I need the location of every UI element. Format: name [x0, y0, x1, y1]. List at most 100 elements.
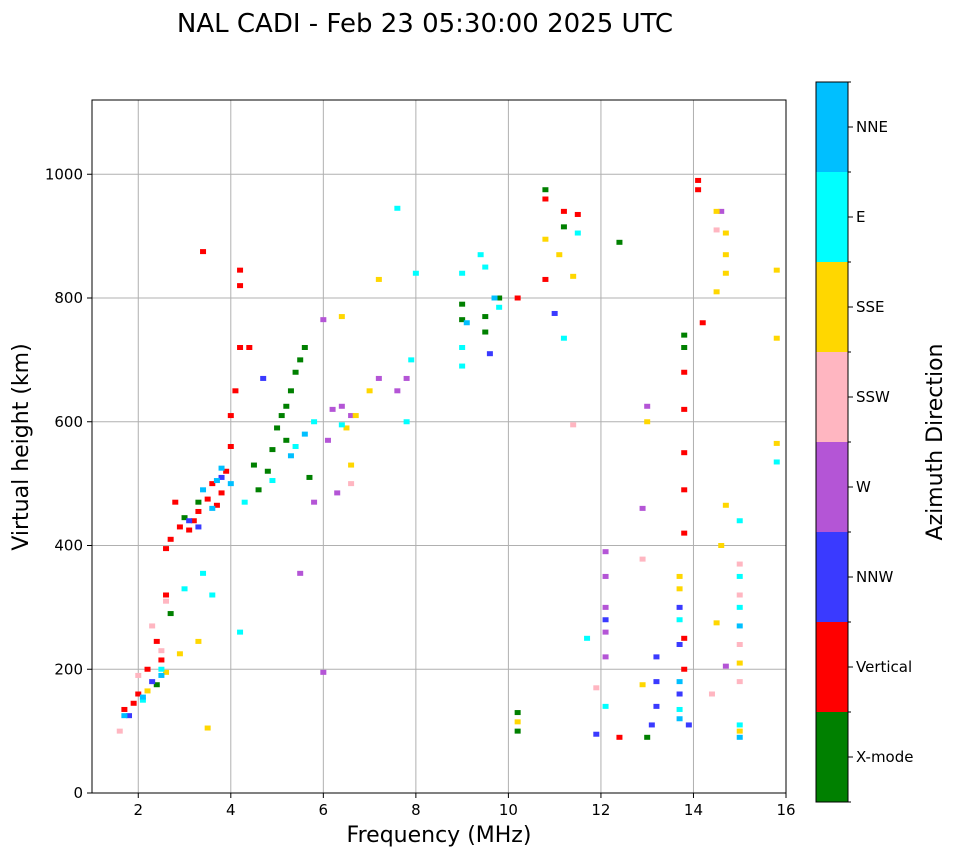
data-point [297, 357, 304, 363]
data-point [403, 375, 410, 381]
data-point [348, 413, 355, 419]
data-point [570, 422, 577, 428]
data-point [200, 570, 207, 576]
data-point [163, 598, 170, 604]
data-point [718, 543, 725, 548]
data-point [482, 314, 489, 320]
data-point [681, 345, 688, 350]
data-point [644, 403, 651, 409]
data-point [593, 685, 600, 691]
data-point [482, 264, 489, 270]
data-point [560, 335, 567, 341]
data-point [204, 725, 211, 731]
data-point [320, 317, 327, 323]
data-point [223, 468, 230, 474]
x-tick-label: 12 [591, 801, 610, 819]
data-point [195, 524, 202, 530]
data-point [736, 642, 743, 647]
data-point [213, 502, 220, 508]
data-point [699, 320, 706, 326]
data-point [232, 388, 239, 394]
data-point [176, 651, 183, 657]
x-tick-label: 16 [776, 801, 795, 819]
data-point [172, 499, 179, 505]
data-point [542, 187, 549, 193]
data-point [366, 388, 373, 394]
data-point [718, 208, 725, 214]
data-point [394, 388, 401, 394]
data-point [260, 375, 267, 381]
data-point [648, 722, 655, 728]
data-point [218, 474, 225, 480]
data-point [736, 592, 743, 598]
data-point [514, 710, 521, 716]
colorbar-tick-label: SSW [856, 388, 890, 406]
data-point [616, 239, 623, 245]
data-point [158, 648, 165, 654]
data-point [542, 276, 549, 282]
data-point [681, 487, 688, 493]
data-point [375, 276, 382, 282]
data-point [195, 508, 202, 514]
data-point [343, 425, 350, 431]
data-point [681, 666, 688, 672]
colorbar-segment [816, 622, 848, 712]
data-point [676, 706, 683, 712]
colorbar-tick-label: NNW [856, 568, 893, 586]
data-point [639, 556, 646, 562]
data-point [130, 700, 137, 706]
series-x-mode [153, 187, 688, 740]
data-point [773, 335, 780, 341]
x-axis-label: Frequency (MHz) [347, 823, 532, 848]
data-point [403, 419, 410, 425]
data-point [227, 481, 234, 487]
x-tick-label: 10 [499, 801, 518, 819]
data-point [153, 638, 160, 644]
data-point [186, 527, 193, 533]
data-point [176, 524, 183, 530]
data-point [375, 375, 382, 381]
data-point [181, 586, 188, 592]
data-point [116, 728, 123, 734]
data-point [722, 230, 729, 236]
colorbar-segment [816, 712, 848, 802]
data-point [301, 345, 308, 350]
data-point [329, 406, 336, 412]
data-point [218, 490, 225, 496]
data-point [283, 437, 290, 443]
data-point [394, 205, 401, 211]
colorbar-ticks: X-mode Vertical NNW W SSW SSE E NNE [848, 81, 913, 803]
data-point [324, 437, 331, 443]
data-point [209, 505, 216, 511]
data-point [602, 604, 609, 610]
data-point [158, 672, 165, 678]
data-point [287, 453, 294, 459]
data-point [135, 672, 142, 678]
data-point [482, 329, 489, 335]
data-point [681, 530, 688, 536]
data-point [158, 666, 165, 672]
data-point [311, 499, 318, 505]
data-point [139, 694, 146, 700]
colorbar-tick-label: X-mode [856, 748, 913, 766]
series-w [297, 208, 729, 675]
data-point [459, 363, 466, 369]
data-point [459, 317, 466, 323]
data-point [736, 604, 743, 610]
data-point [274, 425, 281, 431]
data-point [486, 351, 493, 357]
colorbar-segment [816, 262, 848, 352]
data-point [681, 406, 688, 412]
colorbar-tick-label: NNE [856, 118, 888, 136]
data-point [584, 635, 591, 641]
data-point [459, 270, 466, 276]
data-point [681, 332, 688, 338]
x-tick-label: 2 [133, 801, 143, 819]
data-point [514, 295, 521, 301]
y-tick-label: 400 [54, 537, 83, 555]
data-point [278, 413, 285, 419]
data-point [713, 620, 720, 626]
data-point [292, 444, 299, 449]
data-point [542, 236, 549, 242]
